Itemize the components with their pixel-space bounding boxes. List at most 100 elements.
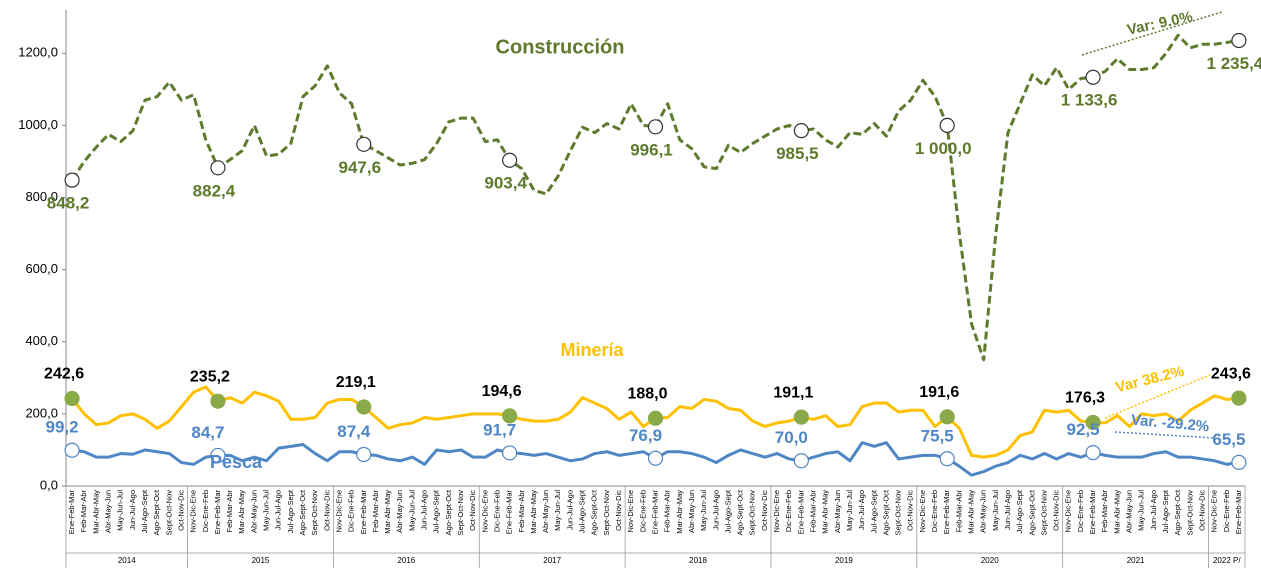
data-label: 91,7 bbox=[483, 420, 516, 439]
year-label: 2019 bbox=[835, 556, 853, 565]
data-label: 985,5 bbox=[776, 144, 819, 163]
x-tick-label: Sept-Oct-Nov bbox=[894, 490, 903, 536]
annotation: Var 38.2% bbox=[1114, 363, 1186, 396]
y-tick-label: 600,0 bbox=[25, 261, 58, 276]
x-tick-label: Dic-Ene-Feb bbox=[347, 490, 356, 532]
data-label: 176,3 bbox=[1065, 390, 1105, 407]
x-tick-label: Ene-Feb-Mar bbox=[942, 490, 951, 535]
point-marker bbox=[647, 410, 664, 426]
annotation: Var. -29.2% bbox=[1130, 412, 1210, 436]
point-marker bbox=[793, 453, 809, 469]
x-tick-label: Sept-Oct-Nov bbox=[310, 490, 319, 536]
y-tick-label: 200,0 bbox=[25, 405, 58, 420]
x-tick-label: Dic-Ene-Feb bbox=[784, 490, 793, 532]
x-tick-label: Ago-Sept-Oct bbox=[881, 489, 890, 535]
x-tick-label: May-Jun-Jul bbox=[991, 490, 1000, 531]
x-tick-label: Abr-May-Jun bbox=[395, 490, 404, 533]
point-marker bbox=[939, 117, 955, 133]
data-label: 1 000,0 bbox=[915, 139, 972, 158]
x-tick-label: Jul-Ago-Sept bbox=[1161, 489, 1170, 533]
point-marker bbox=[210, 393, 226, 409]
x-tick-label: May-Jun-Jul bbox=[407, 490, 416, 531]
x-tick-label: May-Jun-Jul bbox=[553, 490, 562, 531]
x-tick-label: Nov-Dic-Ene bbox=[334, 490, 343, 533]
x-tick-label: Nov-Dic-Ene bbox=[626, 490, 635, 533]
y-tick-label: 800,0 bbox=[25, 189, 58, 204]
y-tick-label: 1200,0 bbox=[18, 45, 58, 60]
annotation-line bbox=[1104, 374, 1211, 419]
x-tick-label: Nov-Dic-Ene bbox=[189, 490, 198, 533]
data-label: 99,2 bbox=[46, 418, 79, 437]
x-tick-label: Dic-Ene-Feb bbox=[201, 490, 210, 532]
data-label: 70,0 bbox=[775, 428, 808, 447]
y-tick-label: 0,0 bbox=[40, 477, 58, 492]
x-tick-label: Oct-Nov-Dic bbox=[760, 490, 769, 531]
x-tick-label: Ene-Feb-Mar bbox=[1234, 490, 1243, 535]
series-name: Minería bbox=[560, 340, 624, 360]
x-tick-label: Oct-Nov-Dic bbox=[1197, 490, 1206, 531]
year-label: 2016 bbox=[397, 556, 415, 565]
point-marker bbox=[647, 450, 664, 466]
data-label: 996,1 bbox=[630, 140, 673, 159]
year-label: 2014 bbox=[118, 556, 136, 565]
data-label: 76,9 bbox=[629, 426, 662, 445]
x-tick-label: Dic-Ene-Feb bbox=[638, 490, 647, 532]
x-tick-label: Abr-May-Jun bbox=[687, 490, 696, 533]
x-tick-label: Feb-Mar-Abr bbox=[371, 490, 380, 533]
x-tick-label: Mar-Abr-May bbox=[237, 490, 246, 534]
x-tick-label: Ago-Sept-Oct bbox=[1027, 489, 1036, 535]
x-tick-label: Feb-Mar-Abr bbox=[954, 490, 963, 533]
data-label: 1 133,6 bbox=[1061, 91, 1118, 110]
data-label: 84,7 bbox=[191, 423, 224, 442]
point-marker bbox=[939, 451, 955, 467]
point-marker bbox=[64, 390, 80, 407]
year-label: 2021 bbox=[1127, 556, 1145, 565]
x-tick-label: Jun-Jul-Ago bbox=[128, 490, 137, 530]
x-tick-label: Oct-Nov-Dic bbox=[176, 490, 185, 531]
x-tick-label: Ago-Sept-Oct bbox=[152, 489, 161, 535]
x-tick-label: Oct-Nov-Dic bbox=[906, 490, 915, 531]
point-marker bbox=[64, 172, 80, 188]
x-tick-label: Jul-Ago-Sept bbox=[1015, 489, 1024, 533]
x-tick-label: Mar-Abr-May bbox=[1112, 490, 1121, 534]
x-tick-label: Ene-Feb-Mar bbox=[213, 490, 222, 535]
data-label: 87,4 bbox=[337, 422, 371, 441]
x-tick-label: Abr-May-Jun bbox=[541, 490, 550, 533]
x-tick-label: Mar-Abr-May bbox=[967, 490, 976, 534]
x-tick-label: Ene-Feb-Mar bbox=[359, 490, 368, 535]
x-tick-label: Mar-Abr-May bbox=[383, 490, 392, 534]
x-tick-label: Sept-Oct-Nov bbox=[456, 490, 465, 536]
point-marker bbox=[356, 136, 372, 152]
data-label: 882,4 bbox=[193, 181, 236, 200]
data-label: 194,6 bbox=[482, 383, 522, 400]
data-label: 848,2 bbox=[47, 194, 90, 213]
x-tick-label: Jun-Jul-Ago bbox=[565, 490, 574, 530]
x-tick-label: Abr-May-Jun bbox=[833, 490, 842, 533]
x-tick-label: Jun-Jul-Ago bbox=[857, 490, 866, 530]
x-tick-label: Jul-Ago-Sept bbox=[578, 489, 587, 533]
point-marker bbox=[210, 447, 226, 464]
x-tick-label: Nov-Dic-Ene bbox=[1210, 490, 1219, 533]
point-marker bbox=[502, 445, 518, 461]
x-tick-label: Jul-Ago-Sept bbox=[432, 489, 441, 533]
year-label: 2022 P/ bbox=[1213, 556, 1241, 565]
point-marker bbox=[793, 123, 809, 139]
data-label: 191,6 bbox=[919, 384, 959, 401]
annotation-line bbox=[1114, 431, 1216, 439]
annotation-line bbox=[1081, 11, 1223, 56]
x-tick-label: Abr-May-Jun bbox=[979, 490, 988, 533]
x-tick-label: Ago-Sept-Oct bbox=[736, 489, 745, 535]
data-label: 191,1 bbox=[773, 384, 813, 401]
point-marker bbox=[502, 408, 518, 424]
x-tick-label: Feb-Mar-Abr bbox=[1100, 490, 1109, 533]
data-label: 92,5 bbox=[1067, 420, 1100, 439]
x-tick-label: Mar-Abr-May bbox=[821, 490, 830, 534]
data-label: 243,6 bbox=[1211, 365, 1251, 382]
x-tick-label: Abr-May-Jun bbox=[104, 490, 113, 533]
point-marker bbox=[1085, 69, 1101, 85]
y-tick-label: 400,0 bbox=[25, 333, 58, 348]
x-tick-label: Jun-Jul-Ago bbox=[274, 490, 283, 530]
x-tick-label: May-Jun-Jul bbox=[262, 490, 271, 531]
x-tick-label: Dic-Ene-Feb bbox=[1076, 490, 1085, 532]
